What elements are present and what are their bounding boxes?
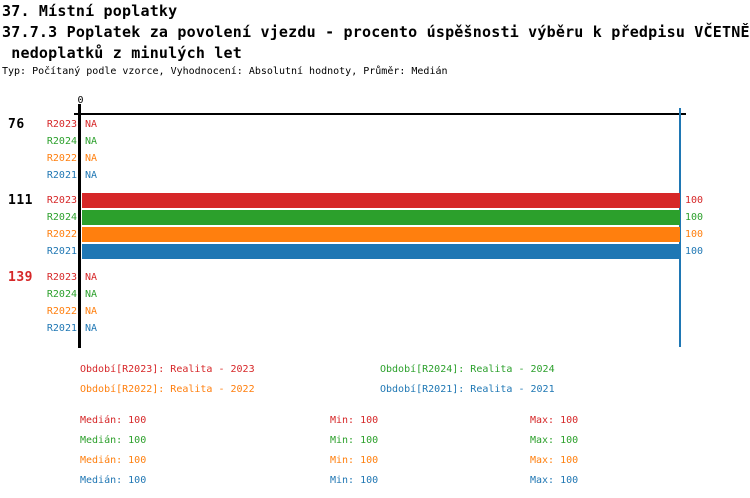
chart-row: R2021 NA	[0, 168, 750, 183]
series-label: R2024	[46, 212, 77, 223]
chart-row: 139 R2023 NA	[0, 270, 750, 285]
series-label: R2023	[46, 272, 77, 283]
series-label: R2022	[46, 229, 77, 240]
y-axis-line	[78, 104, 81, 348]
na-value-label: NA	[85, 323, 98, 334]
page-title-line2: 37.7.3 Poplatek za povolení vjezdu - pro…	[2, 23, 750, 41]
chart-row: 111 R2023 100	[0, 193, 750, 208]
legend-item-r2021: Období[R2021]: Realita - 2021	[380, 384, 555, 395]
na-value-label: NA	[85, 170, 98, 181]
stat-min-r2021: Min: 100	[330, 475, 379, 486]
page-title-line3: nedoplatků z minulých let	[2, 44, 242, 62]
series-label: R2024	[46, 136, 77, 147]
stat-min-r2023: Min: 100	[330, 415, 379, 426]
stat-max-r2021: Max: 100	[530, 475, 579, 486]
legend-item-r2023: Období[R2023]: Realita - 2023	[80, 364, 255, 375]
stat-median-r2024: Medián: 100	[80, 435, 147, 446]
bar-r2022	[82, 227, 680, 242]
axis-tick-0-label: 0	[77, 95, 84, 106]
bar-value-label: 100	[685, 212, 704, 223]
group-value-label: 76	[8, 117, 25, 132]
stat-min-r2024: Min: 100	[330, 435, 379, 446]
series-label: R2023	[46, 195, 77, 206]
chart-row: R2022 NA	[0, 151, 750, 166]
page-title-line1: 37. Místní poplatky	[2, 2, 178, 20]
chart-row: 76 R2023 NA	[0, 117, 750, 132]
stat-median-r2023: Medián: 100	[80, 415, 147, 426]
bar-r2021	[82, 244, 680, 259]
chart-row: R2022 NA	[0, 304, 750, 319]
bar-r2024	[82, 210, 680, 225]
legend-item-r2022: Období[R2022]: Realita - 2022	[80, 384, 255, 395]
series-label: R2022	[46, 153, 77, 164]
na-value-label: NA	[85, 272, 98, 283]
stat-median-r2022: Medián: 100	[80, 455, 147, 466]
na-value-label: NA	[85, 119, 98, 130]
stat-min-r2022: Min: 100	[330, 455, 379, 466]
bar-r2023	[82, 193, 680, 208]
series-label: R2024	[46, 289, 77, 300]
x-axis-top-line	[74, 113, 686, 115]
chart-row: R2021 NA	[0, 321, 750, 336]
series-label: R2023	[46, 119, 77, 130]
chart-row: R2022 100	[0, 227, 750, 242]
chart-row: R2024 100	[0, 210, 750, 225]
chart-row: R2021 100	[0, 244, 750, 259]
bar-value-label: 100	[685, 229, 704, 240]
bar-value-label: 100	[685, 246, 704, 257]
na-value-label: NA	[85, 136, 98, 147]
chart-row: R2024 NA	[0, 134, 750, 149]
legend-item-r2024: Období[R2024]: Realita - 2024	[380, 364, 555, 375]
series-label: R2021	[46, 323, 77, 334]
stat-max-r2022: Max: 100	[530, 455, 579, 466]
series-label: R2021	[46, 246, 77, 257]
stat-max-r2023: Max: 100	[530, 415, 579, 426]
stat-median-r2021: Medián: 100	[80, 475, 147, 486]
series-label: R2021	[46, 170, 77, 181]
bar-value-label: 100	[685, 195, 704, 206]
na-value-label: NA	[85, 153, 98, 164]
group-value-label: 139	[8, 270, 33, 285]
na-value-label: NA	[85, 289, 98, 300]
stat-max-r2024: Max: 100	[530, 435, 579, 446]
chart-row: R2024 NA	[0, 287, 750, 302]
series-label: R2022	[46, 306, 77, 317]
group-value-label: 111	[8, 193, 33, 208]
chart-subtitle: Typ: Počítaný podle vzorce, Vyhodnocení:…	[2, 66, 448, 77]
na-value-label: NA	[85, 306, 98, 317]
reference-line-100	[679, 108, 681, 347]
